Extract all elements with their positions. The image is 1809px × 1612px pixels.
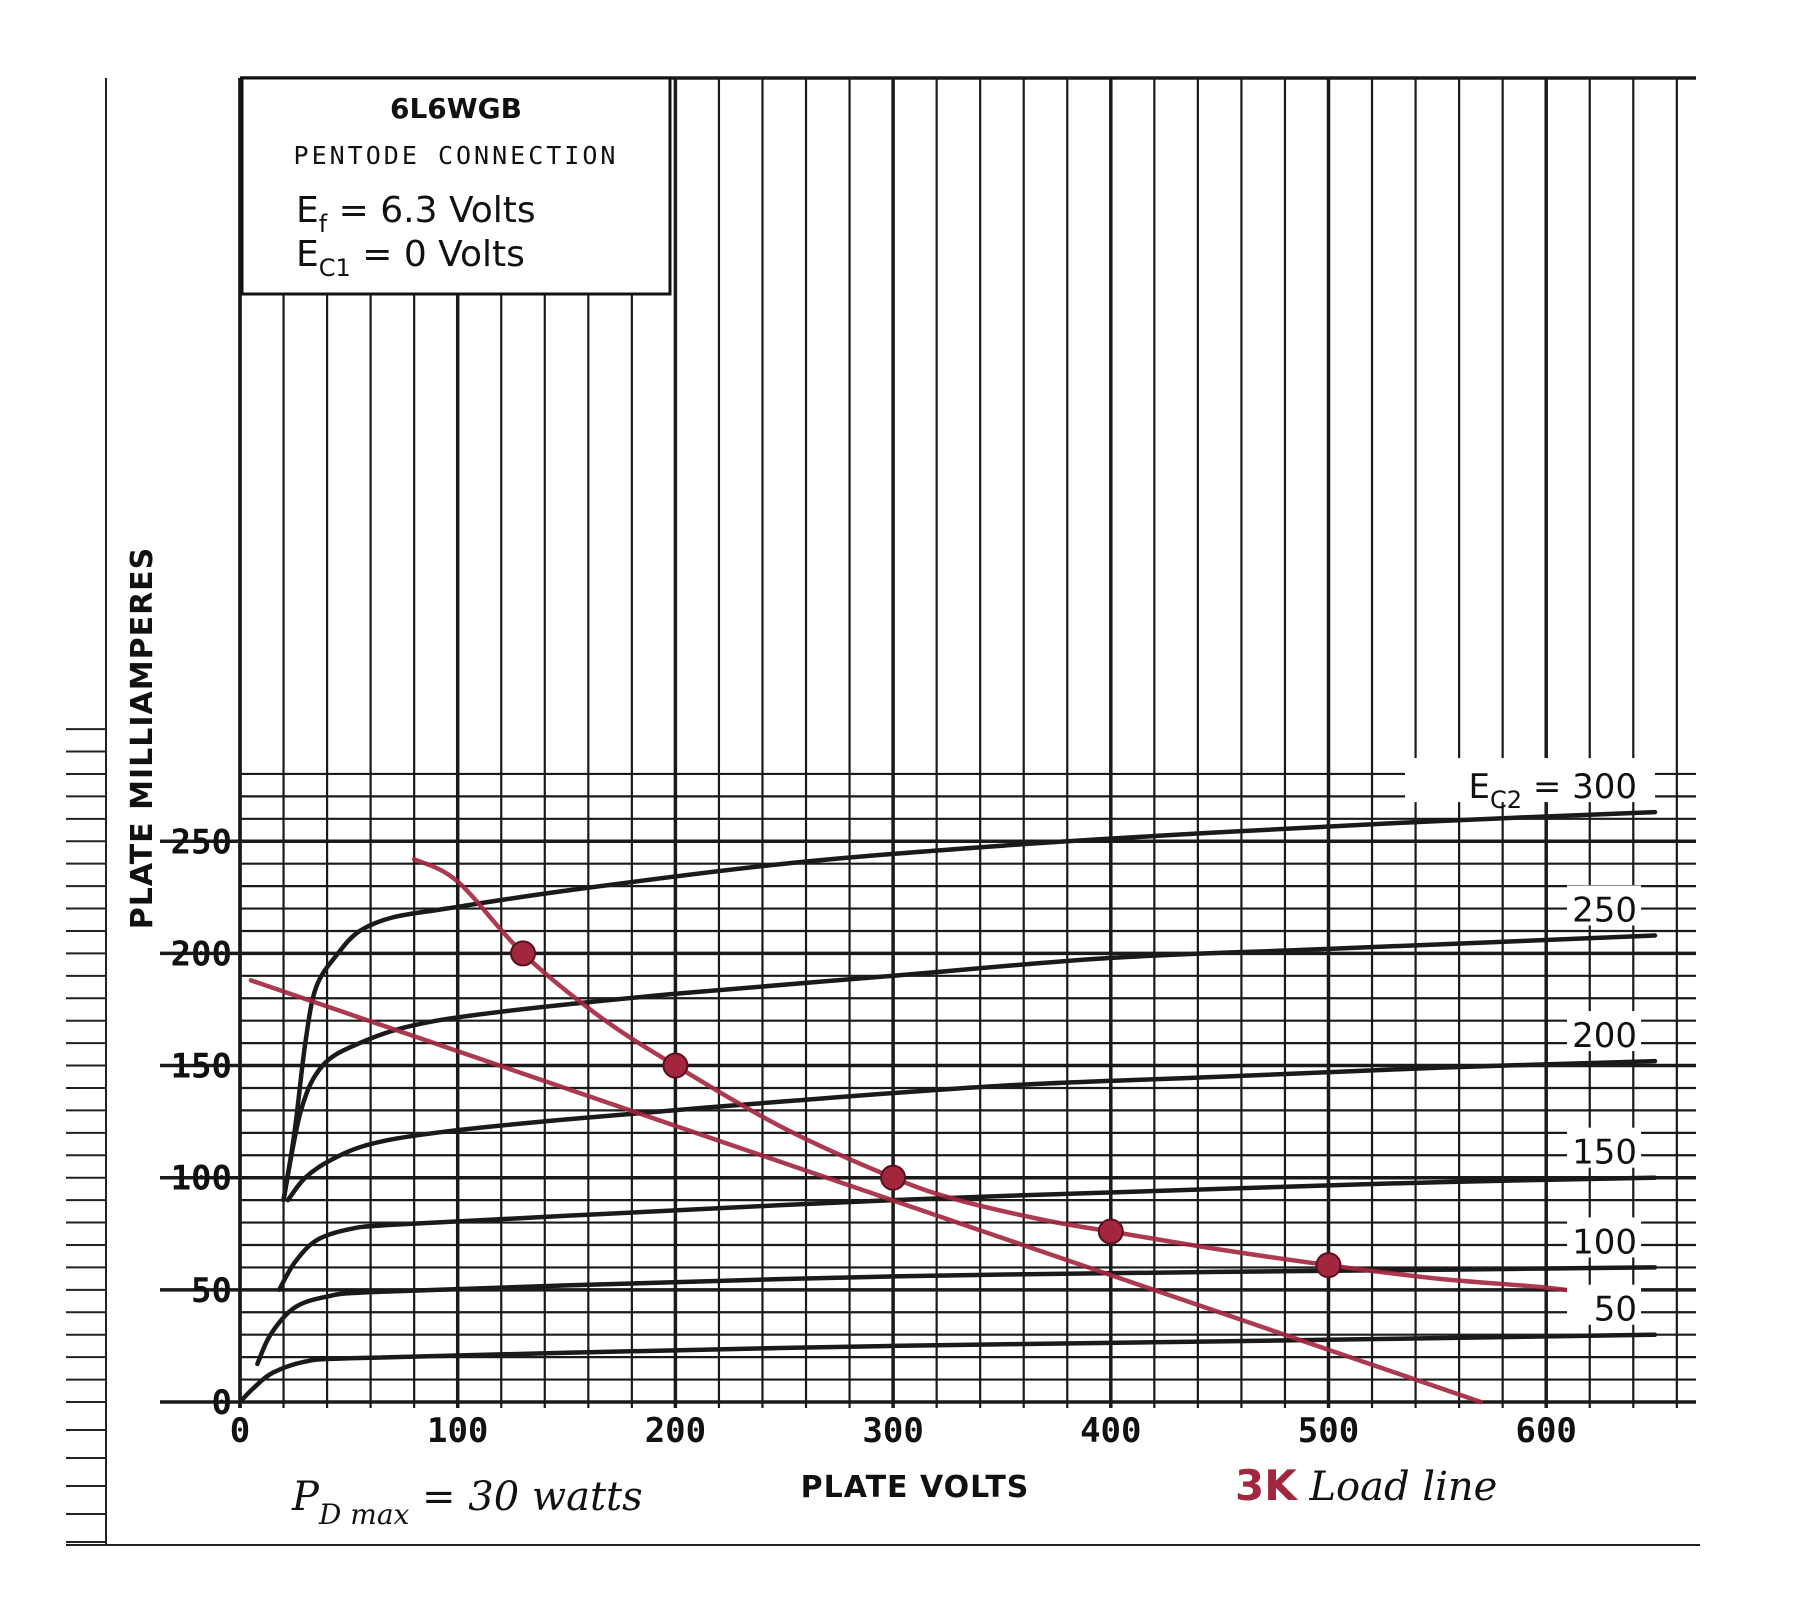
curve-label-value: = 300 <box>1522 767 1637 807</box>
y-tick-label: 150 <box>171 1047 232 1087</box>
ef-symbol: E <box>296 190 319 231</box>
pd-max-note: PD max = 30 watts <box>291 1474 643 1531</box>
chart-subtitle: PENTODE CONNECTION <box>294 141 619 170</box>
y-tick-label: 200 <box>171 934 232 974</box>
load-line <box>248 978 1484 1405</box>
y-axis-title: PLATE MILLIAMPERES <box>125 547 160 930</box>
curve-label-bg <box>1567 1127 1642 1168</box>
plate-curve-50 <box>237 1332 1658 1405</box>
x-tick-label: 100 <box>427 1411 488 1451</box>
x-tick-label: 500 <box>1298 1411 1359 1451</box>
curve-label-200: 200 <box>1572 1016 1637 1056</box>
x-tick-label: 200 <box>645 1411 706 1451</box>
ef-rest: = 6.3 Volts <box>327 190 535 231</box>
curve-label-bg <box>1405 758 1656 803</box>
plate-curve-250 <box>281 933 1658 1203</box>
chart-title: 6L6WGB <box>390 92 522 125</box>
y-tick-label: 100 <box>171 1159 232 1199</box>
ef-condition: Ef = 6.3 Volts <box>296 190 536 238</box>
pd-sub: D max <box>318 1498 410 1531</box>
pd-max-curve <box>411 856 1614 1299</box>
curve-label-50: 50 <box>1594 1290 1637 1330</box>
y-tick-label: 50 <box>191 1271 232 1311</box>
pd-marker <box>662 1052 689 1079</box>
ec1-rest: = 0 Volts <box>351 234 525 275</box>
x-axis-title: PLATE VOLTS <box>801 1470 1030 1505</box>
curve-label-100: 100 <box>1572 1222 1637 1262</box>
curve-label-bg <box>1567 1217 1642 1258</box>
load-line-rest: Load line <box>1297 1464 1498 1510</box>
curve-label-sub: C2 <box>1490 786 1522 814</box>
plate-curve-300 <box>281 809 1658 1203</box>
grid <box>66 76 1700 1546</box>
curve-label-bg <box>1567 1284 1642 1325</box>
annotations <box>248 856 1614 1405</box>
labels: 6L6WGB PENTODE CONNECTION Ef = 6.3 Volts… <box>125 76 1656 1531</box>
curve-label-bg <box>1567 1011 1642 1052</box>
x-tick-label: 0 <box>230 1411 250 1451</box>
x-tick-label: 600 <box>1515 1411 1576 1451</box>
load-line-red: 3K <box>1235 1461 1298 1510</box>
pd-marker <box>880 1164 907 1191</box>
curve-label-bg <box>1567 885 1642 926</box>
pd-marker <box>1315 1252 1342 1279</box>
ec1-sub: C1 <box>319 254 351 282</box>
plate-curve-100 <box>255 1265 1658 1367</box>
pd-marker <box>1097 1218 1124 1245</box>
x-tick-label: 300 <box>862 1411 923 1451</box>
plate-curve-150 <box>276 1175 1658 1293</box>
curve-label-prefix: E <box>1469 767 1490 807</box>
ec1-symbol: E <box>296 234 319 275</box>
ec1-condition: EC1 = 0 Volts <box>296 234 525 282</box>
y-tick-label: 250 <box>171 822 232 862</box>
y-tick-label: 0 <box>212 1383 232 1423</box>
pd-rest: = 30 watts <box>409 1474 642 1520</box>
ef-sub: f <box>319 210 328 238</box>
x-tick-label: 400 <box>1080 1411 1141 1451</box>
info-box <box>240 76 672 296</box>
pd-main: P <box>291 1474 320 1520</box>
curve-label-150: 150 <box>1572 1133 1637 1173</box>
curve-label-250: 250 <box>1572 890 1637 930</box>
curves <box>237 809 1658 1405</box>
curve-label-300: EC2 = 300 <box>1469 767 1638 814</box>
load-line-note: 3K Load line <box>1235 1461 1497 1510</box>
plate-curve-200 <box>285 1058 1658 1203</box>
pd-marker <box>510 940 537 967</box>
